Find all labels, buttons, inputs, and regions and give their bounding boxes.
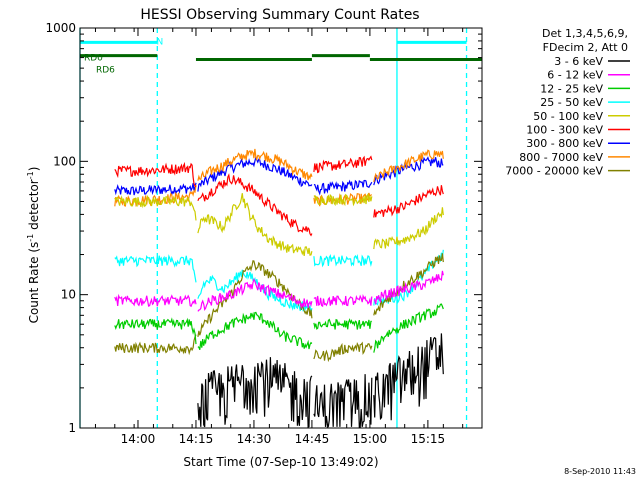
series-line-7 [114, 303, 444, 353]
y-axis-label: Count Rate (s-1 detector-1) [26, 167, 41, 324]
legend-header-2: FDecim 2, Att 0 [543, 41, 628, 54]
x-tick-label: 15:15 [411, 432, 446, 446]
series-line-3 [114, 192, 444, 257]
y-label-end: ) [27, 167, 41, 172]
x-tick-label: 15:00 [353, 432, 388, 446]
legend-label: 800 - 7000 keV [519, 151, 603, 164]
footer-timestamp: 8-Sep-2010 11:43 [564, 467, 636, 476]
series-line-4 [114, 249, 444, 313]
y-label-sup1: -1 [26, 234, 35, 242]
legend-label: 50 - 100 keV [533, 110, 603, 123]
series-line-0 [114, 154, 444, 197]
series-line-2 [114, 155, 444, 237]
series-line-8 [197, 333, 444, 428]
legend-label: 100 - 300 keV [526, 124, 603, 137]
annotation-label-rd6: RD6 [96, 66, 115, 76]
chart-title: HESSI Observing Summary Count Rates [140, 7, 419, 23]
series-line-6 [114, 270, 444, 312]
legend-label: 7000 - 20000 keV [505, 165, 603, 178]
axes: 1 10 100 1000 14:00 14:15 14:30 14:45 15:00 15:15 [45, 21, 483, 446]
y-label-main: Count Rate (s [27, 242, 41, 324]
plot-frame [79, 27, 483, 429]
legend-label: 300 - 800 keV [526, 137, 603, 150]
y-tick-label: 10 [61, 288, 76, 302]
y-label-sup2: -1 [26, 171, 35, 179]
series-line-5 [114, 253, 444, 363]
y-tick-label: 100 [53, 154, 76, 168]
x-tick-label: 14:30 [237, 432, 272, 446]
x-axis-label: Start Time (07-Sep-10 13:49:02) [183, 455, 378, 469]
x-tick-label: 14:00 [121, 432, 156, 446]
svg-text:Count Rate (s-1 detector-1): Count Rate (s-1 detector-1) [26, 167, 41, 324]
annotation-label-rd0: RD0 [84, 54, 103, 64]
legend-label: 6 - 12 keV [547, 69, 603, 82]
series-line-1 [114, 148, 444, 207]
plot-area: RD0 RD6 N [79, 28, 482, 428]
x-tick-label: 14:45 [295, 432, 330, 446]
legend: Det 1,3,4,5,6,9,FDecim 2, Att 03 - 6 keV… [505, 27, 630, 178]
y-tick-label: 1000 [45, 21, 76, 35]
legend-label: 12 - 25 keV [540, 82, 603, 95]
y-label-mid: detector [27, 179, 41, 234]
legend-label: 3 - 6 keV [554, 55, 603, 68]
annotation-label-n: N [156, 37, 163, 47]
legend-label: 25 - 50 keV [540, 96, 603, 109]
y-tick-label: 1 [68, 421, 76, 435]
legend-header-1: Det 1,3,4,5,6,9, [542, 27, 628, 40]
x-tick-label: 14:15 [179, 432, 214, 446]
